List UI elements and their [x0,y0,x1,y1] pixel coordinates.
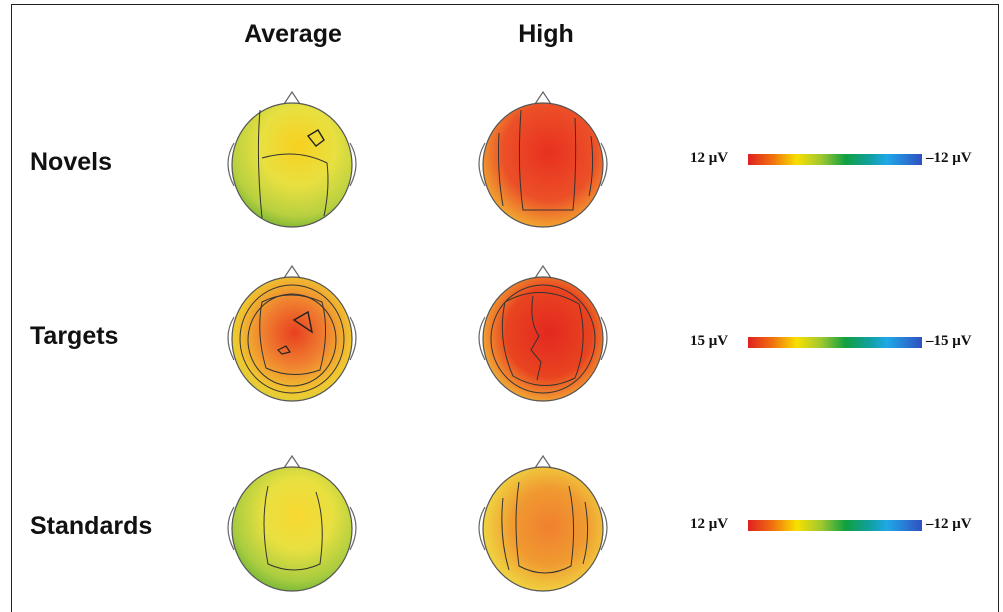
topomap-standards-high [478,454,608,592]
scale-min-label: –12 μV [926,516,972,532]
scale-max-label: 15 μV [690,333,729,349]
color-scale-novels: 12 μV –12 μV [690,148,990,172]
scale-min-label: –15 μV [926,333,972,349]
topomap-standards-average [227,454,357,592]
row-label-targets: Targets [30,322,119,350]
topomap-targets-average [227,264,357,402]
color-gradient-bar [748,520,922,531]
column-heading-average: Average [244,20,342,48]
topomap-novels-high [478,90,608,228]
column-heading-high: High [518,20,574,48]
color-gradient-bar [748,154,922,165]
scale-max-label: 12 μV [690,150,729,166]
row-label-standards: Standards [30,512,153,540]
color-gradient-bar [748,337,922,348]
scale-min-label: –12 μV [926,150,972,166]
color-scale-targets: 15 μV –15 μV [690,331,990,355]
topomap-targets-high [478,264,608,402]
scale-max-label: 12 μV [690,516,729,532]
row-label-novels: Novels [30,148,112,176]
topomap-novels-average [227,90,357,228]
color-scale-standards: 12 μV –12 μV [690,514,990,538]
